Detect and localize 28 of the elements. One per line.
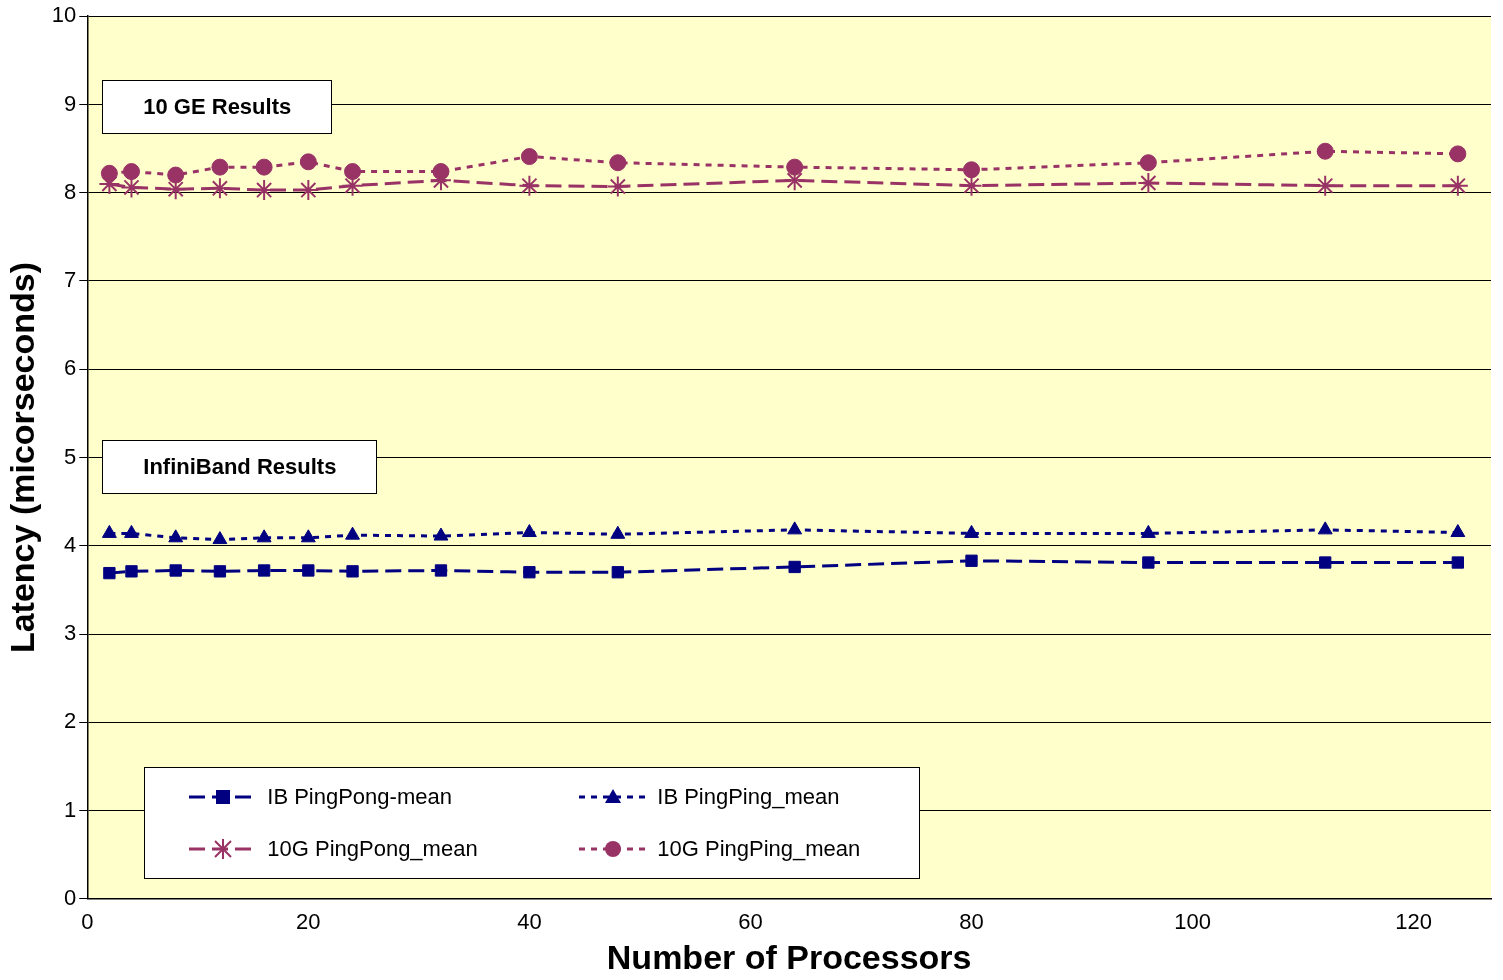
x-tick-label: 20 [296,909,321,935]
y-tick-label: 8 [64,178,77,204]
x-tick-label: 0 [81,909,94,935]
y-tick-label: 10 [51,2,77,28]
y-tick-label: 4 [64,531,77,557]
x-tick-label: 80 [959,909,984,935]
legend-label: 10G PingPong_mean [267,835,478,862]
label-box: 10 GE Results [102,80,333,135]
y-tick-label: 0 [64,884,77,910]
y-tick-label: 5 [64,443,77,469]
legend-label: 10G PingPing_mean [657,835,861,862]
legend-label: IB PingPong-mean [267,783,452,810]
y-tick-label: 9 [64,90,77,116]
annotation: 10 GE Results [143,94,292,120]
x-tick-label: 40 [517,909,542,935]
x-axis-title: Number of Processors [606,937,972,976]
annotation: InfiniBand Results [143,454,337,480]
y-tick-label: 6 [64,355,77,381]
y-axis-title: Latency (micorseconds) [2,261,41,654]
x-tick-label: 60 [738,909,763,935]
x-tick-label: 120 [1395,909,1432,935]
label-box: InfiniBand Results [102,440,378,495]
y-tick-label: 2 [64,708,77,734]
x-tick-label: 100 [1174,909,1211,935]
legend-label: IB PingPing_mean [657,783,840,810]
y-tick-label: 3 [64,620,77,646]
y-tick-label: 7 [64,267,77,293]
y-tick-label: 1 [64,796,77,822]
